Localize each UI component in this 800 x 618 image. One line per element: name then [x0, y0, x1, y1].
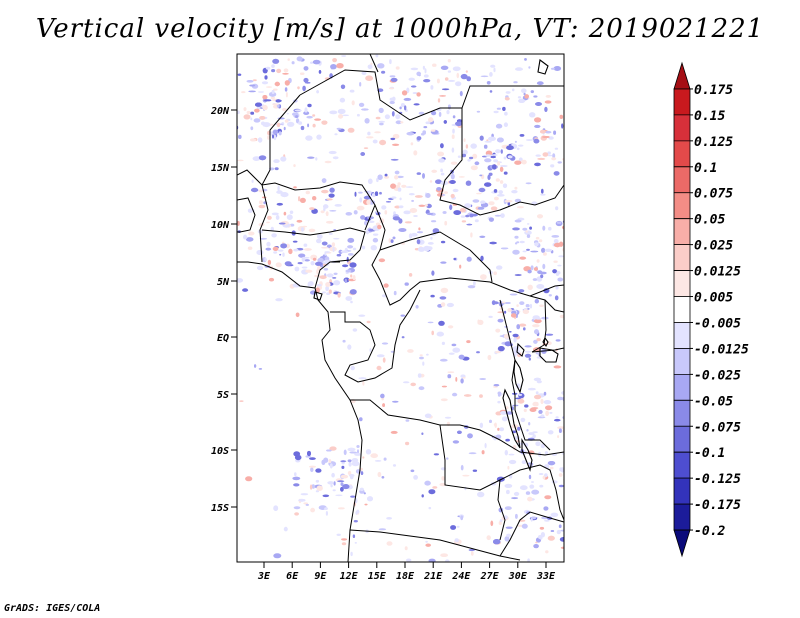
colorbar-swatch	[673, 425, 691, 453]
colorbar-label: 0.005	[694, 291, 733, 306]
colorbar-swatch	[673, 296, 691, 323]
colorbar-swatch	[673, 61, 691, 90]
lon-label: 9E	[314, 571, 327, 582]
colorbar-label: 0.125	[694, 135, 733, 150]
colorbar-label: 0.0125	[694, 265, 741, 280]
lat-label: 15S	[211, 503, 229, 514]
colorbar-swatch	[673, 373, 691, 401]
lakes	[313, 59, 559, 472]
colorbar: 0.175 0.15 0.125 0.1 0.075 0.05 0.025 0.0125 0.0…	[673, 61, 749, 558]
colorbar-label: -0.1	[694, 446, 725, 461]
lat-label: 5N	[217, 277, 230, 288]
lon-label: 6E	[286, 571, 299, 582]
colorbar-swatch	[673, 529, 691, 558]
colorbar-swatch	[673, 166, 691, 194]
lon-label: 15E	[368, 571, 387, 582]
lon-label: 30E	[508, 571, 528, 582]
colorbar-swatch	[673, 322, 691, 349]
lat-label: 10N	[211, 220, 230, 231]
colorbar-swatch	[673, 503, 691, 531]
lat-label: 15N	[211, 163, 230, 174]
colorbar-swatch	[673, 477, 691, 505]
lat-label: 5S	[217, 390, 229, 401]
colorbar-swatch	[673, 140, 691, 168]
grads-credit: GrADS: IGES/COLA	[4, 603, 101, 614]
colorbar-label: -0.05	[694, 394, 733, 409]
lon-label: 24E	[451, 571, 471, 582]
colorbar-swatch	[673, 270, 691, 297]
colorbar-label: -0.075	[694, 420, 741, 435]
lat-label: 20N	[210, 106, 230, 117]
lon-label: 18E	[396, 571, 415, 582]
colorbar-label: 0.1	[694, 161, 717, 176]
lon-label: 3E	[257, 571, 271, 582]
colorbar-label: -0.005	[694, 316, 741, 331]
map-panel	[237, 54, 564, 562]
country-borders	[237, 54, 564, 562]
colorbar-swatch	[673, 244, 691, 271]
latitude-labels: 20N 15N 10N 5N EQ 5S 10S 15S	[210, 106, 237, 514]
colorbar-label: 0.15	[694, 109, 725, 124]
colorbar-swatch	[673, 399, 691, 427]
lon-label: 27E	[480, 571, 500, 582]
colorbar-swatch	[673, 192, 691, 220]
colorbar-label: -0.025	[694, 368, 741, 383]
colorbar-label: 0.025	[694, 239, 733, 254]
colorbar-swatch	[673, 348, 691, 375]
map-title: Vertical velocity [m/s] at 1000hPa, VT: …	[35, 14, 765, 44]
colorbar-label: 0.05	[694, 213, 725, 228]
lat-label: 10S	[211, 446, 229, 457]
colorbar-label: -0.175	[694, 498, 741, 513]
colorbar-label: -0.2	[694, 524, 725, 539]
map-frame	[236, 53, 565, 563]
colorbar-label: 0.075	[694, 187, 733, 202]
colorbar-swatch	[673, 451, 691, 479]
colorbar-label: -0.0125	[694, 342, 749, 357]
colorbar-label: -0.125	[694, 472, 741, 487]
colorbar-label: 0.175	[694, 83, 733, 98]
longitude-labels: 3E 6E 9E 12E 15E 18E 21E 24E 27E 30E 33E	[257, 562, 556, 582]
colorbar-swatch	[673, 114, 691, 142]
lon-label: 33E	[536, 571, 556, 582]
lat-label: EQ	[217, 333, 229, 344]
lon-label: 12E	[340, 571, 359, 582]
colorbar-swatch	[673, 218, 691, 246]
lon-label: 21E	[423, 571, 443, 582]
colorbar-swatch	[673, 88, 691, 116]
